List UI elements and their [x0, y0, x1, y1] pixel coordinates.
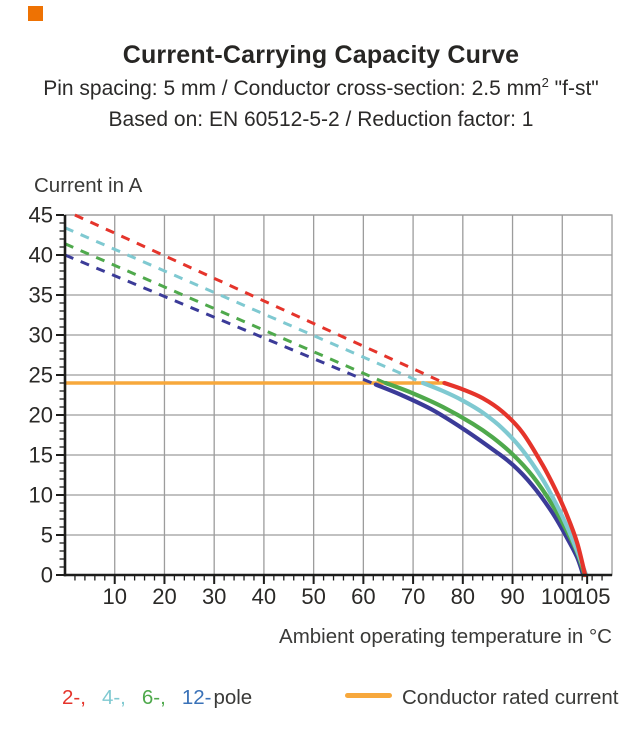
x-tick-label: 10 — [102, 584, 126, 609]
y-axis-title: Current in A — [34, 174, 143, 197]
x-tick-label: 40 — [252, 584, 276, 609]
subtitle1-superscript: 2 — [541, 75, 549, 90]
x-tick-label: 105 — [574, 584, 611, 609]
chart-title: Current-Carrying Capacity Curve — [122, 41, 520, 69]
x-tick-label: 70 — [401, 584, 425, 609]
x-axis-title: Ambient operating temperature in °C — [279, 625, 612, 648]
subtitle1-suffix: "f-st" — [548, 77, 599, 100]
y-tick-label: 5 — [41, 523, 53, 548]
pole-legend-item-4-pole: 4-, — [101, 686, 126, 709]
solid-curve-2-pole — [442, 380, 588, 578]
rated-current-legend-label: Conductor rated current — [402, 686, 619, 709]
rated-current-legend-swatch — [345, 693, 392, 698]
plot-frame — [64, 214, 613, 576]
subtitle-line2: Based on: EN 60512-5-2 / Reduction facto… — [108, 108, 534, 131]
subtitle-line1: Pin spacing: 5 mm / Conductor cross-sect… — [0, 75, 642, 101]
y-tick-label: 0 — [41, 563, 53, 588]
x-tick-label: 90 — [500, 584, 524, 609]
pole-legend-item-6-pole: 6-, — [141, 686, 166, 709]
y-tick-label: 30 — [29, 323, 53, 348]
y-tick-label: 35 — [29, 283, 53, 308]
solid-curve-4-pole — [420, 380, 589, 578]
dashed-curve-4-pole — [64, 226, 424, 385]
y-tick-label: 15 — [29, 443, 53, 468]
dashed-curve-12-pole — [64, 253, 377, 386]
x-tick-label: 100 — [541, 584, 578, 609]
x-tick-label: 60 — [351, 584, 375, 609]
pole-legend-item-2-pole: 2-, — [62, 686, 86, 709]
y-tick-label: 45 — [29, 203, 53, 228]
brand-square-icon — [28, 6, 43, 21]
x-tick-label: 20 — [152, 584, 176, 609]
pole-legend-item-12-pole: 12- — [181, 686, 212, 709]
subtitle1-prefix: Pin spacing: 5 mm / Conductor cross-sect… — [43, 77, 542, 100]
y-tick-label: 10 — [29, 483, 53, 508]
y-tick-label: 25 — [29, 363, 53, 388]
dashed-curve-2-pole — [74, 213, 446, 385]
x-tick-label: 80 — [451, 584, 475, 609]
pole-legend-items: 2-, 4-, 6-, 12- — [62, 686, 213, 709]
pole-legend-suffix: pole — [213, 686, 253, 709]
solid-curve-12-pole — [373, 382, 586, 578]
pole-legend: 2-, 4-, 6-, 12-pole — [62, 686, 252, 710]
x-tick-label: 50 — [301, 584, 325, 609]
y-tick-label: 20 — [29, 403, 53, 428]
dashed-curve-6-pole — [64, 242, 387, 385]
y-tick-label: 40 — [29, 243, 53, 268]
x-tick-label: 30 — [202, 584, 226, 609]
